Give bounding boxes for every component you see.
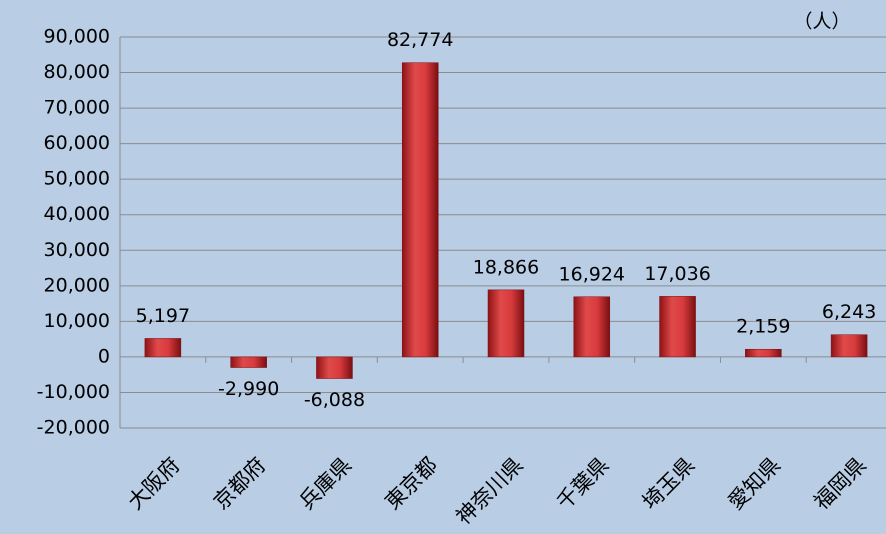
unit-label: （人） [793,11,850,33]
value-label: 5,197 [136,305,190,327]
y-tick-label: 60,000 [44,132,110,154]
x-tick-label: 愛知県 [724,453,786,515]
x-tick-label: 神奈川県 [451,453,527,529]
bar [487,289,525,358]
y-tick-label: 10,000 [44,310,110,332]
y-tick-label: 80,000 [44,61,110,83]
bar [573,296,611,358]
y-tick-label: 70,000 [44,97,110,119]
value-label: 6,243 [822,301,876,323]
y-tick-label: -20,000 [37,417,110,439]
value-label: 17,036 [644,263,710,285]
bar [230,356,267,368]
y-tick-label: -10,000 [37,381,110,403]
y-tick-label: 90,000 [44,26,110,48]
x-tick-label: 東京都 [380,453,442,515]
value-label: -6,088 [304,389,365,411]
y-tick-label: 50,000 [44,168,110,190]
value-label: 18,866 [473,256,539,278]
x-tick-label: 京都府 [209,453,271,515]
bar [401,62,439,358]
bar [316,356,353,379]
x-tick-label: 兵庫県 [295,453,357,515]
bar [144,338,182,358]
y-tick-label: 0 [98,345,110,367]
x-tick-label: 福岡県 [809,453,871,515]
bar [745,348,782,358]
x-tick-label: 埼玉県 [638,453,700,515]
bar [659,296,696,358]
x-tick-label: 大阪府 [123,453,185,515]
value-label: 2,159 [736,316,790,338]
y-tick-label: 30,000 [44,239,110,261]
value-label: 16,924 [559,263,625,285]
y-tick-label: 20,000 [44,274,110,296]
value-label: 82,774 [387,29,453,51]
x-tick-label: 千葉県 [552,453,614,515]
y-tick-label: 40,000 [44,203,110,225]
value-label: -2,990 [218,378,279,400]
bar [830,334,868,358]
